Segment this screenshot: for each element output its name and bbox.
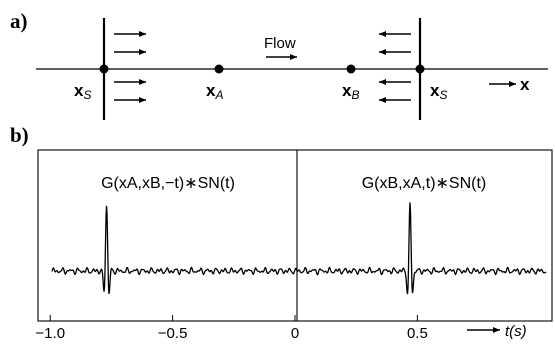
x-tick-label: −1.0 — [35, 325, 65, 342]
x-tick-label: −0.5 — [158, 325, 188, 342]
signal-trace — [51, 202, 547, 295]
label-xs-left: xS — [74, 81, 91, 102]
panel-b-label: b) — [10, 123, 29, 147]
x-ticks: −1.0 −0.5 0 0.5 — [35, 315, 428, 342]
left-flow-arrows — [114, 31, 146, 103]
point-xb — [346, 64, 356, 74]
label-xb: xB — [342, 81, 359, 102]
flow-label: Flow — [264, 35, 296, 52]
label-xs-right: xS — [430, 81, 447, 102]
x-tick-label: 0.5 — [407, 325, 428, 342]
right-formula: G(xB,xA,t)∗SN(t) — [362, 175, 487, 192]
x-axis-label: x — [520, 75, 530, 94]
t-axis-label: t(s) — [505, 323, 527, 340]
label-xa: xA — [206, 81, 223, 102]
right-flow-arrows — [379, 31, 411, 103]
panel-a-label: a) — [10, 9, 28, 33]
point-xa — [214, 64, 224, 74]
point-xs-left — [99, 64, 109, 74]
point-xs-right — [415, 64, 425, 74]
x-tick-label: 0 — [291, 325, 299, 342]
left-formula: G(xA,xB,−t)∗SN(t) — [101, 175, 235, 192]
